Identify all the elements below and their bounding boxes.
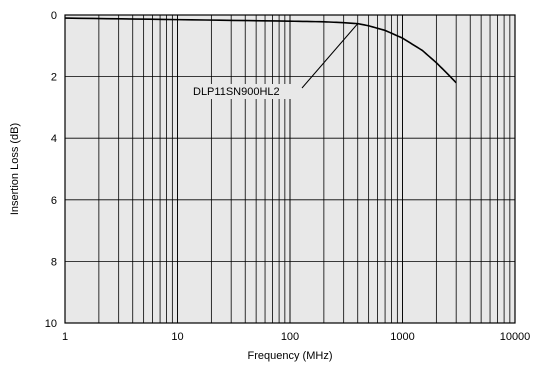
- annotation-label: DLP11SN900HL2: [193, 86, 280, 98]
- x-tick-label: 10000: [500, 331, 531, 343]
- y-tick-label: 2: [51, 72, 57, 84]
- y-axis-label: Insertion Loss (dB): [9, 123, 21, 215]
- y-tick-label: 8: [51, 256, 57, 268]
- annotations-group: DLP11SN900HL2: [191, 23, 359, 99]
- series-line-dlp11sn900hl2: [64, 17, 457, 84]
- y-tick-label: 10: [45, 318, 57, 330]
- x-tick-labels: 1 10 100 1000 10000: [62, 331, 530, 343]
- y-tick-label: 4: [51, 133, 57, 145]
- x-tick-label: 100: [281, 331, 299, 343]
- x-gridlines: [64, 15, 516, 323]
- y-tick-label: 6: [51, 195, 57, 207]
- x-tick-label: 10: [171, 331, 183, 343]
- y-tick-labels: 0 2 4 6 8 10: [45, 10, 57, 330]
- x-tick-label: 1000: [390, 331, 414, 343]
- x-axis-label: Frequency (MHz): [248, 350, 333, 362]
- annotation-leader-line: [301, 23, 359, 89]
- plot-frame: [64, 14, 516, 324]
- annotation-background: [191, 84, 301, 99]
- series-group: [64, 17, 457, 84]
- y-tick-label: 0: [51, 10, 57, 22]
- x-tick-label: 1: [62, 331, 68, 343]
